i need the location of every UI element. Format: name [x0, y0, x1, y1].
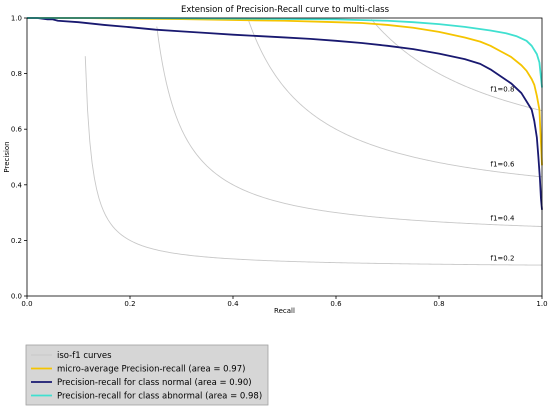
- legend-box: [25, 344, 269, 406]
- series-line-0: [27, 17, 543, 166]
- plot-area: [27, 18, 542, 296]
- iso-f1-curve-0.2: [84, 56, 543, 266]
- x-tick-label: 0.8: [433, 300, 444, 308]
- x-axis-label: Recall: [274, 307, 295, 315]
- legend-entries: iso-f1 curves micro-average Precision-rec…: [31, 351, 262, 402]
- y-axis-ticks: 0.0 0.2 0.4 0.6 0.8 1.0: [11, 15, 27, 301]
- plot-frame: [26, 17, 543, 297]
- series-line-2: [27, 17, 543, 88]
- series-lines: [27, 17, 543, 210]
- iso-f1-label: f1=0.8: [491, 86, 515, 94]
- iso-f1-label: f1=0.2: [491, 255, 515, 263]
- y-tick-label: 0.4: [11, 181, 23, 189]
- x-tick-label: 0.4: [227, 300, 239, 308]
- legend-label: iso-f1 curves: [57, 351, 112, 361]
- x-tick-label: 1.0: [536, 300, 547, 308]
- iso-f1-curve-0.4: [156, 26, 543, 227]
- y-tick-label: 1.0: [11, 15, 22, 23]
- iso-f1-curves: f1=0.2 f1=0.4 f1=0.6 f1=0.8: [84, 18, 543, 266]
- legend: iso-f1 curves micro-average Precision-rec…: [25, 344, 269, 406]
- y-axis-label: Precision: [3, 141, 11, 172]
- iso-f1-label: f1=0.6: [491, 161, 515, 169]
- legend-label: micro-average Precision-recall (area = 0…: [57, 365, 245, 375]
- x-axis-ticks: 0.0 0.2 0.4 0.6 0.8 1.0: [21, 296, 548, 308]
- iso-f1-label: f1=0.4: [491, 214, 515, 222]
- x-tick-label: 0.0: [21, 300, 32, 308]
- legend-label: Precision-recall for class abnormal (are…: [57, 392, 262, 402]
- x-tick-label: 0.6: [330, 300, 342, 308]
- y-tick-label: 0.8: [11, 70, 22, 78]
- y-tick-label: 0.6: [11, 126, 23, 134]
- x-tick-label: 0.2: [124, 300, 135, 308]
- chart-title: Extension of Precision-Recall curve to m…: [181, 5, 390, 15]
- series-line-1: [27, 17, 543, 210]
- legend-label: Precision-recall for class normal (area …: [57, 378, 252, 388]
- y-tick-label: 0.0: [11, 293, 22, 301]
- iso-f1-curve-0.6: [248, 20, 543, 178]
- y-tick-label: 0.2: [11, 237, 22, 245]
